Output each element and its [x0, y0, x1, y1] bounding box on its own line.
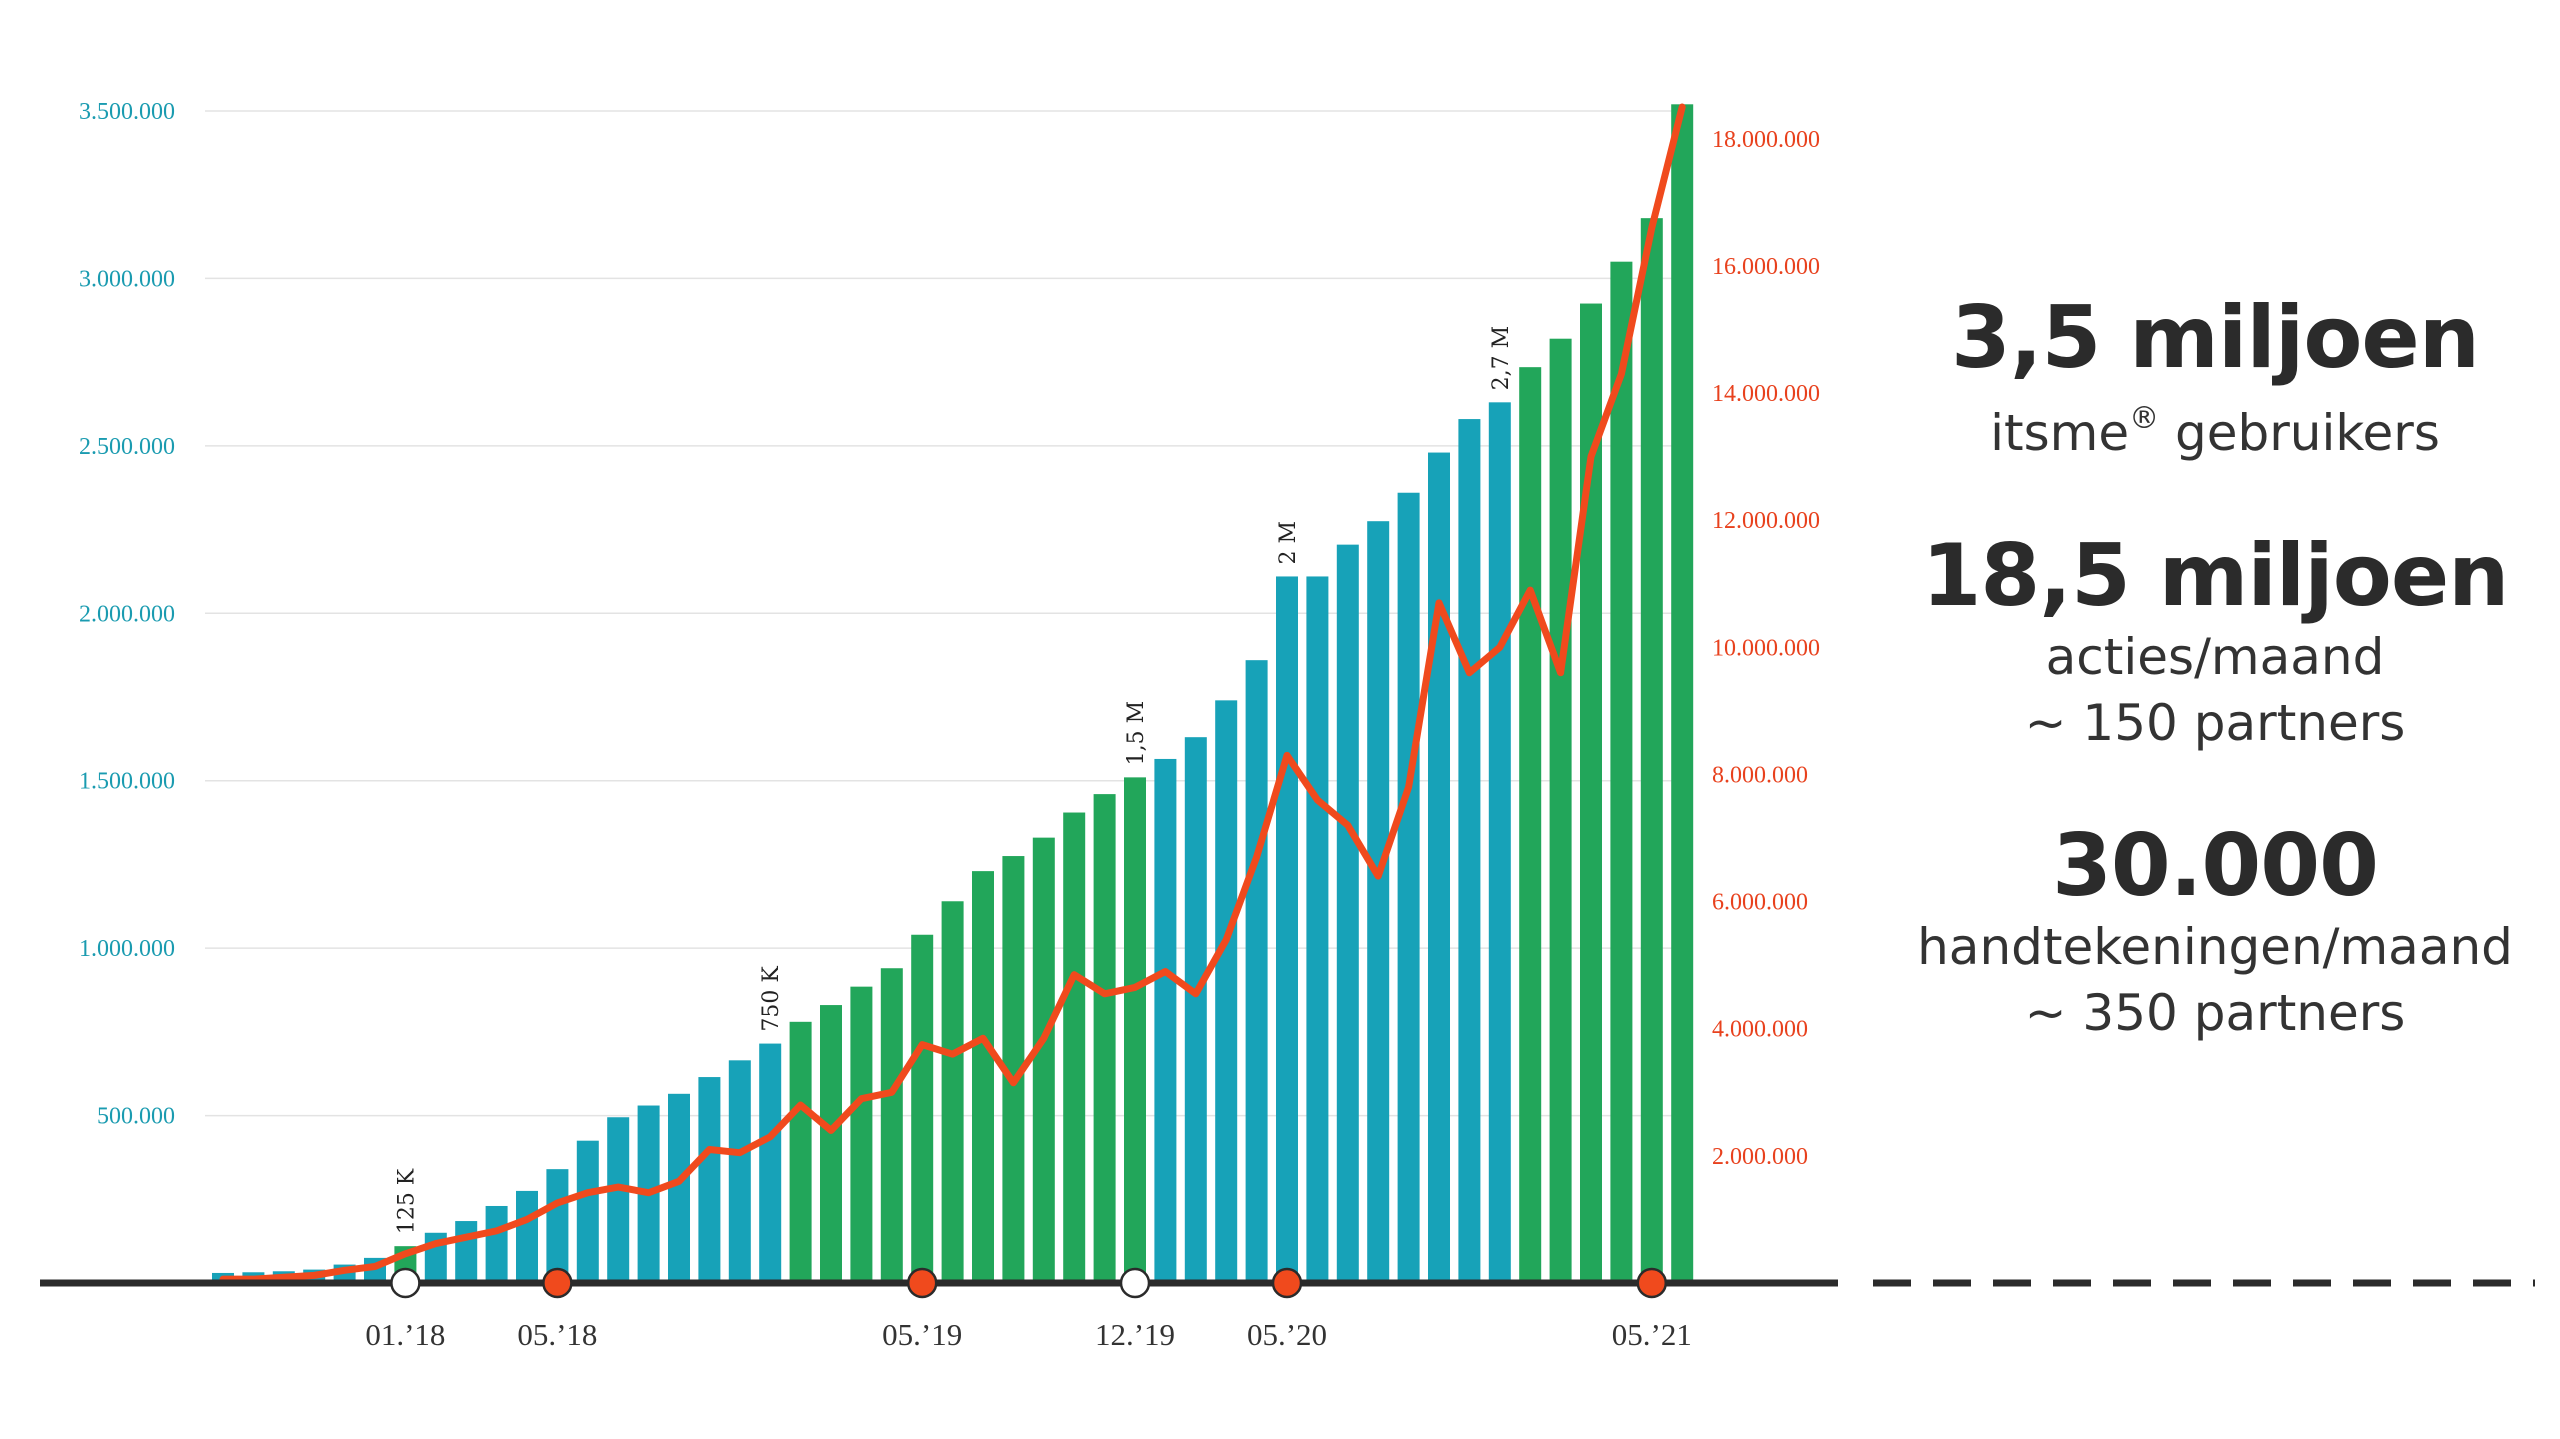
bar [1032, 837, 1055, 1283]
bar [1397, 492, 1420, 1283]
left-tick-label: 2.500.000 [79, 434, 175, 460]
bar [1580, 303, 1602, 1283]
stat-signatures-label: handtekeningen/maand [1917, 918, 2513, 976]
marker-white [390, 1267, 421, 1299]
stat-actions: 18,5 miljoen acties/maand ~ 150 partners [1870, 528, 2560, 756]
bar [1306, 576, 1329, 1283]
bar [1093, 794, 1116, 1283]
stat-users: 3,5 miljoen itsme® gebruikers [1870, 290, 2560, 466]
stat-signatures-value: 30.000 [2052, 816, 2379, 916]
bar [546, 1169, 569, 1283]
milestone-label: 125 K [394, 1168, 419, 1234]
actions-line-path [219, 103, 1686, 1283]
right-tick-label: 14.000.000 [1712, 381, 1820, 407]
bar [1428, 452, 1450, 1283]
left-tick-label: 1.000.000 [79, 936, 175, 962]
bar [1367, 521, 1390, 1283]
milestone-label: 750 K [759, 966, 784, 1032]
bar [941, 901, 964, 1283]
stat-users-label-text: gebruikers [2159, 404, 2440, 462]
milestone-label: 2 M [1276, 521, 1301, 565]
marker-red [906, 1267, 938, 1299]
stat-actions-partners: ~ 150 partners [2024, 694, 2406, 752]
marker-white [1119, 1267, 1151, 1299]
right-tick-label: 4.000.000 [1712, 1017, 1808, 1043]
left-tick-label: 3.000.000 [79, 266, 175, 292]
actions-line [219, 103, 1686, 1283]
bar [516, 1190, 538, 1283]
x-tick-label: 05.’21 [1612, 1317, 1692, 1352]
bar [1519, 367, 1542, 1283]
bar [850, 986, 873, 1283]
bar [576, 1140, 599, 1283]
marker-red [542, 1267, 573, 1299]
x-tick-label: 05.’20 [1247, 1317, 1327, 1352]
bar [1215, 700, 1238, 1283]
bar [455, 1221, 478, 1283]
left-tick-label: 1.500.000 [79, 769, 175, 795]
left-tick-label: 3.500.000 [79, 99, 175, 125]
grid-lines [205, 110, 1690, 1117]
bar [1458, 419, 1481, 1283]
right-tick-label: 16.000.000 [1712, 254, 1820, 280]
bar [1154, 758, 1177, 1283]
x-tick-label: 05.’19 [882, 1317, 962, 1352]
registered-mark: ® [2129, 401, 2160, 436]
stat-actions-label: acties/maand [2045, 628, 2385, 686]
bar [1184, 737, 1207, 1283]
bar [1245, 660, 1268, 1283]
bar [759, 1043, 782, 1283]
bar [668, 1093, 690, 1283]
right-tick-label: 18.000.000 [1712, 127, 1820, 153]
bar [911, 934, 934, 1283]
bar [1002, 856, 1025, 1283]
right-tick-label: 6.000.000 [1712, 890, 1808, 916]
right-tick-label: 2.000.000 [1712, 1144, 1808, 1170]
axes: 500.000 1.000.000 1.500.000 2.000.000 2.500.… [40, 99, 2535, 1352]
stat-signatures-partners: ~ 350 partners [2024, 984, 2406, 1042]
bar [1488, 402, 1511, 1284]
bar [698, 1077, 721, 1283]
bar [972, 871, 994, 1283]
left-tick-label: 2.000.000 [79, 601, 175, 627]
bar [1124, 777, 1146, 1283]
stats-panel: 3,5 miljoen itsme® gebruikers 18,5 miljo… [1870, 290, 2560, 1108]
x-tick-label: 12.’19 [1095, 1317, 1175, 1352]
bar [1610, 261, 1633, 1284]
bar [1640, 218, 1663, 1283]
stat-actions-value: 18,5 miljoen [1921, 526, 2510, 626]
bar [607, 1117, 630, 1283]
bar [1549, 338, 1572, 1283]
bar [728, 1060, 751, 1283]
stat-signatures: 30.000 handtekeningen/maand ~ 350 partne… [1870, 818, 2560, 1046]
bar [1063, 812, 1086, 1283]
left-tick-label: 500.000 [97, 1104, 175, 1130]
stat-users-label: itsme® gebruikers [1870, 386, 2560, 466]
bar [789, 1021, 812, 1283]
right-tick-label: 8.000.000 [1712, 762, 1808, 788]
x-tick-label: 05.’18 [517, 1317, 597, 1352]
bar [820, 1005, 842, 1283]
x-tick-label: 01.’18 [365, 1317, 445, 1352]
bar [1276, 576, 1298, 1283]
stat-users-label-brand: itsme [1990, 404, 2130, 462]
bar [1336, 544, 1359, 1283]
bar [1671, 104, 1694, 1283]
chart-labels: 125 K 750 K 1,5 M 2 M 2,7 M [394, 326, 1513, 1234]
right-tick-label: 12.000.000 [1712, 508, 1820, 534]
bar [485, 1205, 508, 1283]
milestone-label: 1,5 M [1124, 701, 1149, 766]
milestone-label: 2,7 M [1489, 326, 1514, 391]
right-tick-label: 10.000.000 [1712, 635, 1820, 661]
marker-red [1271, 1267, 1303, 1299]
user-bars [212, 104, 1694, 1284]
marker-red [1636, 1267, 1668, 1299]
stat-users-value: 3,5 miljoen [1951, 288, 2480, 388]
bar [880, 968, 903, 1283]
